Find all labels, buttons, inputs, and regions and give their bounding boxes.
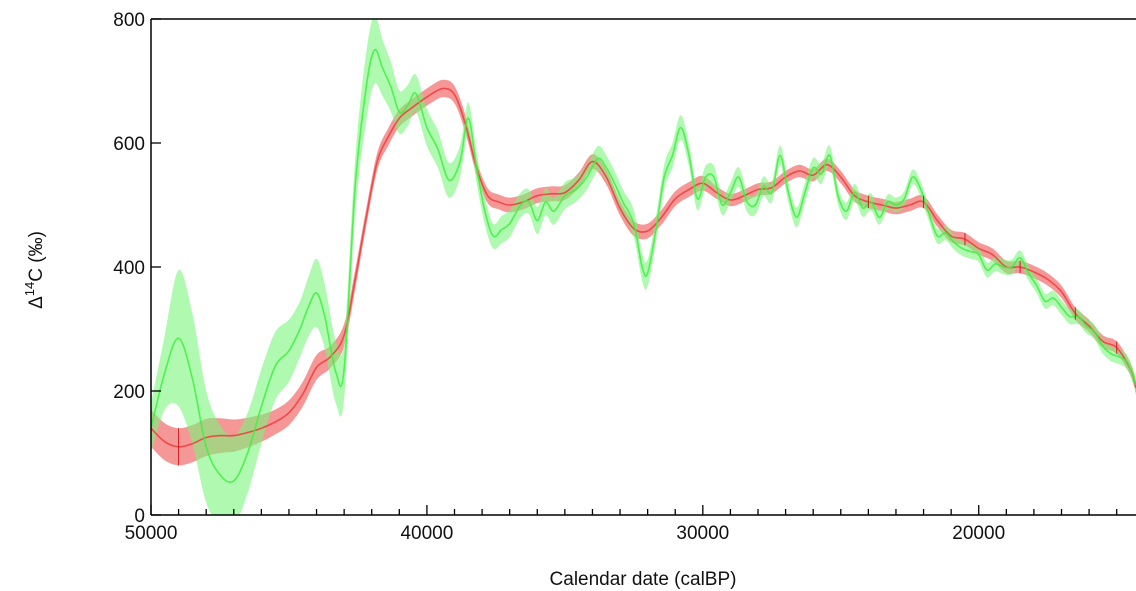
tie-point-markers bbox=[178, 195, 1118, 466]
y-axis-title-suffix: C (‰) bbox=[26, 231, 47, 282]
x-tick-label: 30000 bbox=[676, 523, 729, 544]
y-axis-title-prefix: Δ bbox=[26, 296, 47, 309]
plot-area bbox=[151, 19, 1136, 515]
y-tick-label: 800 bbox=[113, 10, 145, 31]
x-tick-label: 50000 bbox=[125, 523, 178, 544]
y-tick-label: 0 bbox=[134, 506, 145, 527]
y-tick-label: 400 bbox=[113, 258, 145, 279]
y-axis-title-superscript: 14 bbox=[22, 282, 37, 296]
x-tick-label: 40000 bbox=[400, 523, 453, 544]
x-axis-title: Calendar date (calBP) bbox=[550, 569, 737, 590]
x-ticks: 50000 40000 30000 20000 bbox=[125, 505, 1118, 544]
y-axis-title: Δ14C (‰) bbox=[22, 231, 47, 309]
series-2-line bbox=[151, 48, 1136, 484]
series-lines bbox=[151, 48, 1136, 484]
y-ticks: 0 200 400 600 800 bbox=[113, 10, 161, 527]
x-tick-label: 20000 bbox=[952, 523, 1005, 544]
y-tick-label: 600 bbox=[113, 134, 145, 155]
series-1-line bbox=[151, 87, 1136, 448]
series-2-band bbox=[151, 19, 1136, 515]
uncertainty-bands bbox=[151, 19, 1136, 515]
y-tick-label: 200 bbox=[113, 382, 145, 403]
